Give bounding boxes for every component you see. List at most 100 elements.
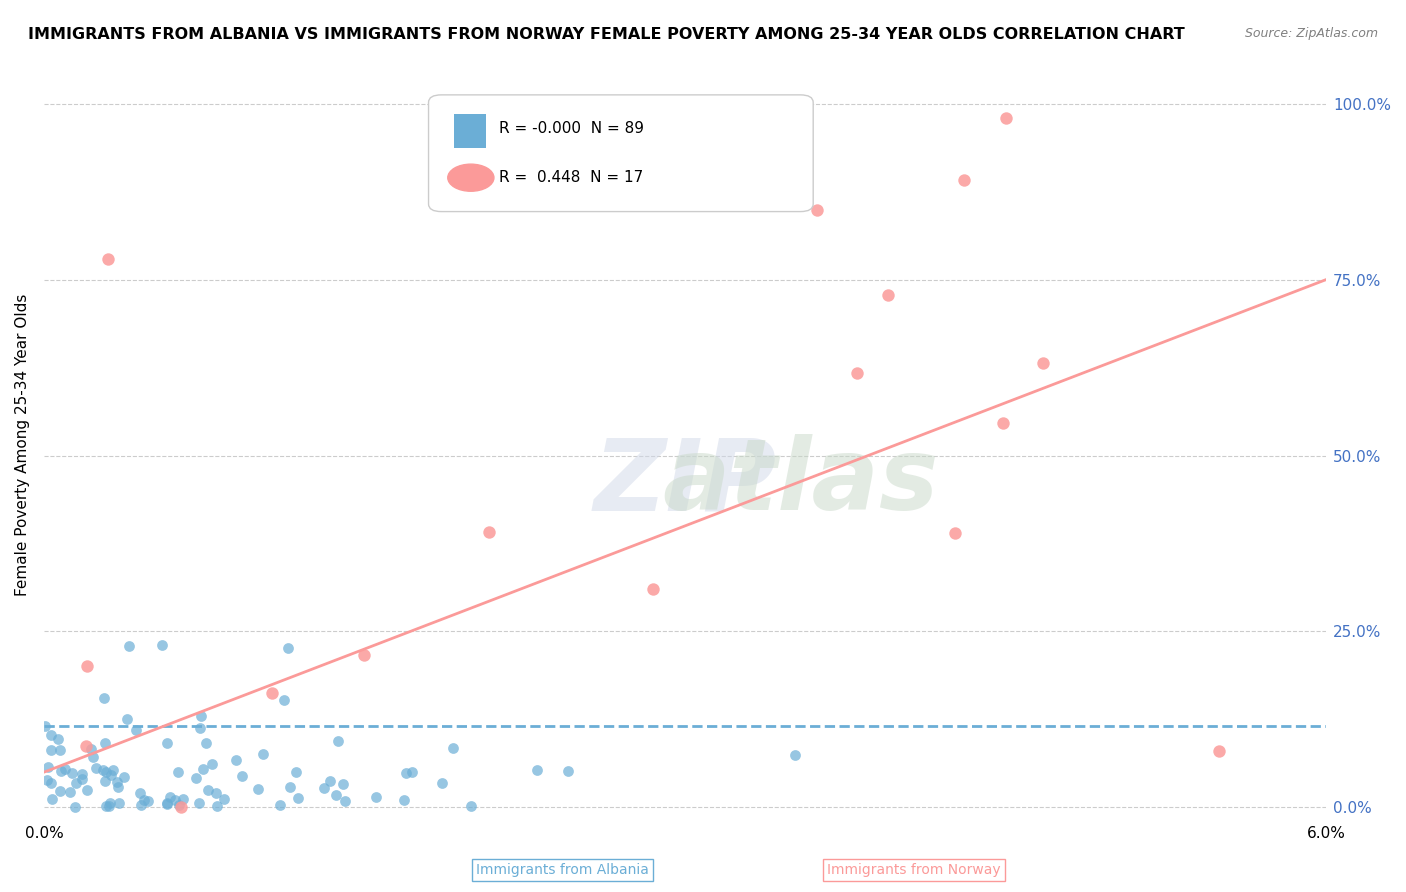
Point (332, 777, 354, 791)
Point (1208, 744, 1230, 758)
Point (401, 765, 423, 780)
Point (188, 721, 211, 735)
Point (392, 792, 415, 806)
Point (37, 760, 59, 774)
Point (212, 792, 235, 806)
Text: Source: ZipAtlas.com: Source: ZipAtlas.com (1244, 27, 1378, 40)
Point (285, 765, 308, 780)
Point (34, 719, 56, 733)
FancyBboxPatch shape (429, 95, 813, 211)
Text: IMMIGRANTS FROM ALBANIA VS IMMIGRANTS FROM NORWAY FEMALE POVERTY AMONG 25-34 YEA: IMMIGRANTS FROM ALBANIA VS IMMIGRANTS FR… (28, 27, 1185, 42)
Point (943, 526, 966, 541)
Point (136, 794, 159, 808)
Point (441, 741, 464, 756)
Point (107, 780, 129, 794)
Point (460, 798, 482, 813)
Point (172, 792, 194, 806)
Point (150, 638, 173, 652)
Point (48, 784, 70, 798)
Point (1032, 356, 1054, 370)
Point (197, 783, 219, 797)
Point (91, 763, 114, 777)
Point (96, 765, 118, 780)
Point (39, 728, 62, 742)
Point (277, 640, 299, 655)
Point (156, 736, 179, 750)
Point (204, 786, 226, 800)
Point (312, 781, 335, 796)
Point (186, 771, 208, 785)
Point (335, 794, 357, 808)
Point (557, 764, 579, 778)
Point (353, 648, 375, 663)
Point (155, 797, 177, 812)
Point (108, 797, 131, 811)
Point (75, 739, 97, 753)
Point (82, 750, 104, 764)
Point (97, 252, 120, 266)
Point (201, 756, 224, 771)
Point (169, 798, 191, 813)
Point (49, 764, 72, 779)
Point (225, 753, 247, 767)
Point (41, 792, 63, 806)
Point (170, 800, 193, 814)
Point (115, 712, 138, 726)
Circle shape (447, 164, 494, 191)
Point (432, 776, 454, 790)
Point (70, 772, 93, 786)
Point (231, 769, 253, 783)
Point (526, 764, 548, 778)
Point (252, 747, 274, 761)
Point (100, 768, 122, 782)
Point (118, 640, 141, 654)
Point (65, 776, 87, 790)
Point (326, 734, 349, 748)
Point (125, 723, 148, 738)
Point (163, 793, 186, 807)
Point (97, 798, 120, 813)
Point (273, 692, 295, 706)
Text: Immigrants from Albania: Immigrants from Albania (477, 863, 648, 877)
Point (101, 763, 124, 777)
Point (319, 774, 342, 789)
Point (94, 736, 117, 750)
Point (128, 786, 150, 800)
Point (63, 799, 86, 814)
Point (278, 780, 301, 794)
Point (287, 791, 309, 805)
Point (269, 797, 291, 812)
Point (53, 762, 76, 776)
Point (60, 765, 83, 780)
Point (395, 766, 418, 780)
Point (76, 782, 98, 797)
Point (994, 111, 1017, 125)
Point (159, 789, 181, 804)
Point (205, 799, 228, 814)
Point (37, 773, 59, 788)
Y-axis label: Female Poverty Among 25-34 Year Olds: Female Poverty Among 25-34 Year Olds (15, 293, 30, 596)
Point (783, 748, 806, 763)
Point (478, 525, 501, 540)
Point (188, 796, 211, 810)
Text: atlas: atlas (662, 434, 939, 531)
Point (156, 796, 179, 810)
Point (132, 793, 155, 807)
Text: R = -0.000  N = 89: R = -0.000 N = 89 (499, 121, 644, 136)
Point (93, 690, 115, 705)
Point (877, 288, 900, 302)
Point (105, 775, 128, 789)
Point (41, 742, 63, 756)
Point (953, 172, 976, 186)
Point (806, 203, 828, 218)
Point (366, 789, 388, 804)
Point (991, 416, 1014, 430)
Text: R =  0.448  N = 17: R = 0.448 N = 17 (499, 170, 644, 186)
Point (76, 658, 98, 673)
Point (98, 796, 121, 810)
Point (247, 782, 270, 797)
Point (46, 732, 69, 747)
Point (84, 761, 107, 775)
Point (59, 785, 82, 799)
Point (845, 366, 868, 380)
